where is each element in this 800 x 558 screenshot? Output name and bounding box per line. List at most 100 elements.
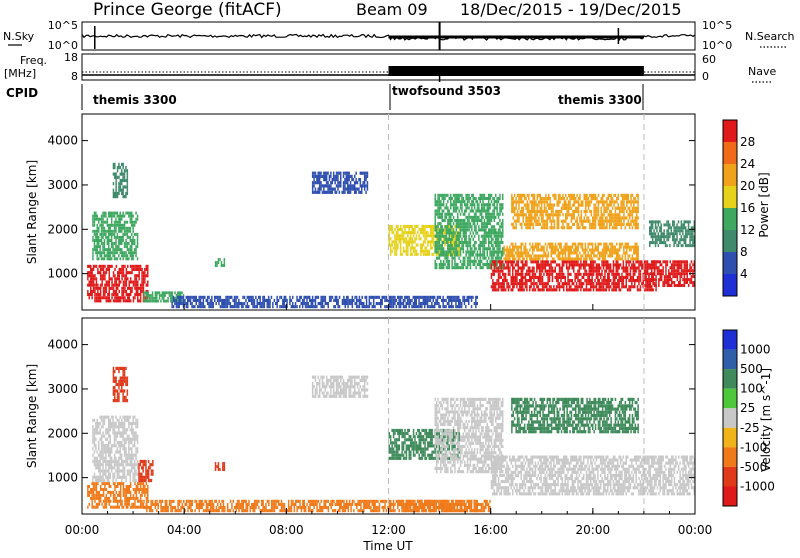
power-cell bbox=[457, 305, 459, 308]
power-cell bbox=[491, 228, 493, 231]
power-cell bbox=[446, 241, 448, 244]
power-cell bbox=[583, 273, 585, 276]
power-cell bbox=[264, 302, 266, 305]
power-cell bbox=[566, 226, 568, 229]
power-cell bbox=[111, 242, 113, 245]
power-cell bbox=[215, 302, 217, 305]
power-cell bbox=[311, 299, 313, 302]
power-cell bbox=[453, 240, 455, 243]
power-cell bbox=[648, 288, 650, 291]
power-cell bbox=[495, 250, 497, 253]
power-cell bbox=[615, 207, 617, 210]
power-cell bbox=[515, 257, 517, 260]
power-cell bbox=[134, 221, 136, 224]
power-cell bbox=[605, 252, 607, 255]
power-cell bbox=[278, 299, 280, 302]
power-cell bbox=[521, 223, 523, 226]
power-cell bbox=[675, 284, 677, 287]
power-cell bbox=[350, 181, 352, 184]
power-cell bbox=[684, 275, 686, 278]
power-cell bbox=[545, 263, 547, 266]
power-cell bbox=[401, 228, 403, 231]
power-cell bbox=[623, 279, 625, 282]
power-cell bbox=[589, 200, 591, 203]
power-cell bbox=[431, 305, 433, 308]
power-cell bbox=[470, 238, 472, 241]
power-cell bbox=[108, 251, 110, 254]
power-cell bbox=[352, 305, 354, 308]
power-cell bbox=[636, 226, 638, 229]
power-cell bbox=[109, 299, 111, 302]
power-cell bbox=[674, 263, 676, 266]
power-cell bbox=[465, 299, 467, 302]
power-cell bbox=[312, 181, 314, 184]
power-cell bbox=[464, 302, 466, 305]
power-cell bbox=[691, 275, 693, 278]
power-cell bbox=[444, 213, 446, 216]
power-cell bbox=[593, 220, 595, 223]
power-cell bbox=[268, 305, 270, 308]
power-cell bbox=[541, 204, 543, 207]
power-cell bbox=[650, 267, 652, 270]
power-cell bbox=[586, 197, 588, 200]
power-cell bbox=[94, 287, 96, 290]
power-cell bbox=[380, 302, 382, 305]
power-cell bbox=[621, 276, 623, 279]
power-cell bbox=[489, 250, 491, 253]
power-cell bbox=[582, 249, 584, 252]
power-cell bbox=[389, 231, 391, 234]
power-cell bbox=[316, 175, 318, 178]
power-cell bbox=[549, 279, 551, 282]
power-cell bbox=[444, 305, 446, 308]
power-cell bbox=[102, 218, 104, 221]
power-cell bbox=[107, 221, 109, 224]
power-cell bbox=[664, 278, 666, 281]
power-cell bbox=[94, 293, 96, 296]
power-cell bbox=[554, 197, 556, 200]
power-cell bbox=[535, 243, 537, 246]
power-cell bbox=[496, 250, 498, 253]
power-cell bbox=[485, 210, 487, 213]
power-cell bbox=[545, 210, 547, 213]
power-cell bbox=[519, 282, 521, 285]
power-cell bbox=[579, 194, 581, 197]
power-cell bbox=[471, 250, 473, 253]
power-cell bbox=[616, 223, 618, 226]
power-cell bbox=[414, 228, 416, 231]
power-cell bbox=[97, 218, 99, 221]
power-cell bbox=[475, 260, 477, 263]
power-cell bbox=[90, 284, 92, 287]
power-cell bbox=[478, 203, 480, 206]
power-cell bbox=[591, 200, 593, 203]
power-cell bbox=[221, 302, 223, 305]
power-cell bbox=[636, 223, 638, 226]
power-cell bbox=[136, 274, 138, 277]
power-cell bbox=[485, 257, 487, 260]
power-cell bbox=[187, 302, 189, 305]
power-cell bbox=[352, 296, 354, 299]
power-cell bbox=[275, 302, 277, 305]
power-cell bbox=[527, 204, 529, 207]
power-cell bbox=[103, 274, 105, 277]
power-cell bbox=[561, 226, 563, 229]
power-cell bbox=[132, 254, 134, 257]
power-cell bbox=[100, 293, 102, 296]
power-cell bbox=[547, 223, 549, 226]
power-cell bbox=[447, 263, 449, 266]
power-cell bbox=[450, 228, 452, 231]
power-cell bbox=[614, 282, 616, 285]
power-cell bbox=[257, 299, 259, 302]
power-cell bbox=[549, 246, 551, 249]
power-cell bbox=[120, 251, 122, 254]
power-cell bbox=[502, 206, 504, 209]
power-cell bbox=[117, 192, 119, 195]
power-cell bbox=[542, 200, 544, 203]
power-cell bbox=[211, 296, 213, 299]
power-cell bbox=[511, 254, 512, 257]
power-cell bbox=[309, 299, 311, 302]
power-cell bbox=[599, 263, 601, 266]
power-cell bbox=[501, 250, 503, 253]
power-cell bbox=[423, 250, 425, 253]
power-cell bbox=[396, 240, 398, 243]
power-cell bbox=[668, 272, 670, 275]
